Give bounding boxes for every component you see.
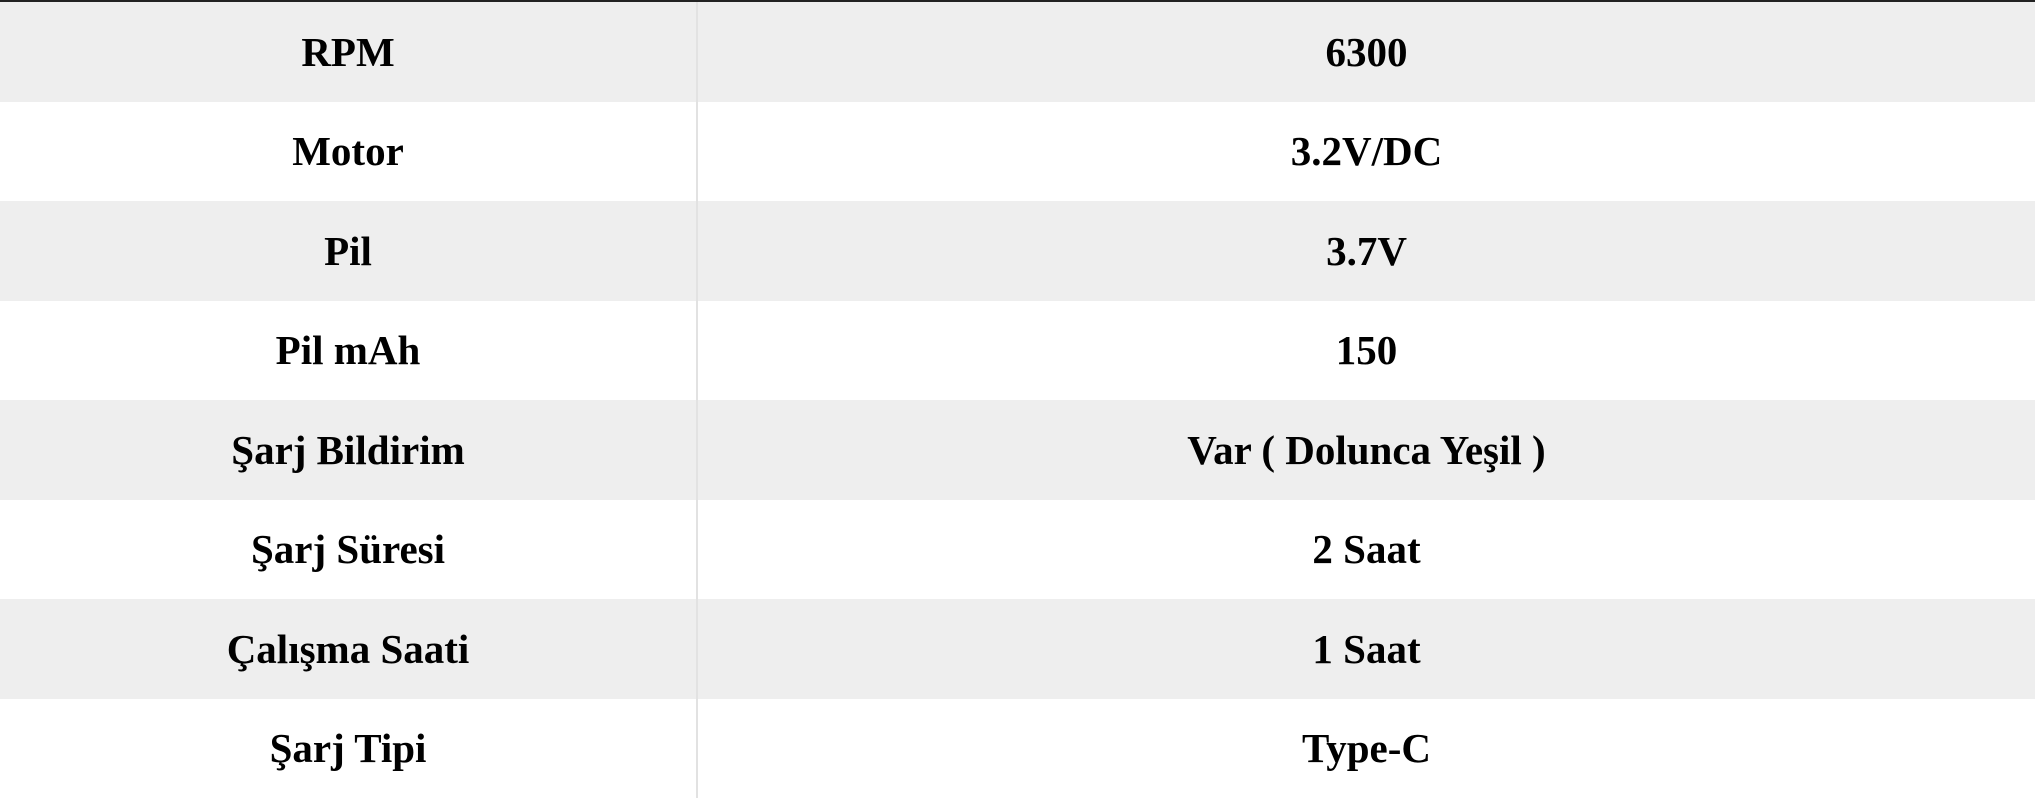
- spec-value: 2 Saat: [1312, 526, 1421, 573]
- table-row: Şarj Bildirim Var ( Dolunca Yeşil ): [0, 400, 2035, 500]
- spec-label: RPM: [0, 2, 698, 102]
- spec-value: 150: [1335, 327, 1398, 374]
- spec-label: Motor: [0, 101, 698, 201]
- spec-value: 1 Saat: [1312, 625, 1421, 672]
- spec-value: 6300: [1325, 28, 1408, 75]
- spec-label: Pil: [0, 201, 698, 301]
- spec-label: Şarj Süresi: [0, 499, 698, 599]
- spec-label: Şarj Bildirim: [0, 400, 698, 500]
- spec-value: 3.7V: [1326, 227, 1407, 274]
- table-row: RPM 6300: [0, 2, 2035, 102]
- spec-value: Var ( Dolunca Yeşil ): [1187, 426, 1546, 473]
- table-row: Motor 3.2V/DC: [0, 101, 2035, 201]
- table-row: Çalışma Saati 1 Saat: [0, 599, 2035, 699]
- spec-value: Type-C: [1301, 725, 1432, 772]
- table-row: Pil 3.7V: [0, 201, 2035, 301]
- table-row: Şarj Süresi 2 Saat: [0, 499, 2035, 599]
- table-row: Şarj Tipi Type-C: [0, 698, 2035, 798]
- table-row: Pil mAh 150: [0, 300, 2035, 400]
- spec-label: Şarj Tipi: [0, 698, 698, 798]
- spec-label: Çalışma Saati: [0, 599, 698, 699]
- spec-label: Pil mAh: [0, 300, 698, 400]
- spec-value: 3.2V/DC: [1290, 128, 1443, 175]
